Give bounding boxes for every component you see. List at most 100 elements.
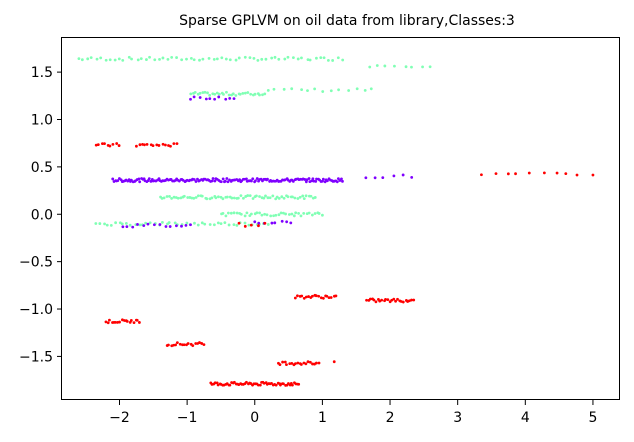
data-point [285,220,289,224]
data-point [282,382,285,386]
data-point [253,220,257,224]
data-point [306,360,310,364]
y-axis: 1.5 1.0 0.5 0.0 −0.5 −1.0 −1.5 [19,65,62,365]
data-point [374,300,378,304]
data-point [275,195,279,199]
data-point [170,56,174,59]
x-tick-label: 1 [318,410,327,426]
data-point [564,172,568,176]
data-point [208,97,212,101]
data-point [285,363,288,367]
data-point [291,56,295,60]
data-point [263,92,267,96]
data-point [310,213,314,217]
data-point [198,91,202,95]
data-point [494,172,498,175]
data-point [386,298,390,302]
data-point [298,195,302,199]
data-point [136,58,140,62]
data-point [269,214,273,218]
data-point [309,194,313,198]
data-point [86,57,90,61]
data-point [180,58,184,62]
x-tick-label: 3 [453,410,462,426]
data-point [192,196,196,200]
data-point [262,196,266,200]
data-point [215,57,219,61]
data-point [175,56,178,59]
data-point [245,211,249,215]
data-point [299,214,303,218]
data-point [249,223,253,227]
data-point [146,222,150,226]
data-point [239,194,243,198]
x-tick-label: −1 [177,410,198,426]
data-point [337,88,340,92]
data-point [335,180,339,184]
data-point [575,173,579,177]
data-point [319,296,323,300]
data-point [175,224,178,228]
data-point [334,294,338,298]
data-point [172,142,176,146]
data-point [130,57,133,61]
data-point [147,177,151,181]
data-point [189,92,193,96]
data-point [225,195,229,199]
data-point [254,179,257,183]
data-point [108,318,111,322]
data-point [410,65,413,69]
data-point [125,225,129,229]
data-point [155,143,159,147]
data-point [310,294,314,298]
data-point [310,179,314,183]
data-point [194,196,198,199]
data-point [277,57,281,61]
data-point [307,177,311,180]
data-point [213,381,217,385]
data-point [364,176,368,180]
data-point [204,97,208,101]
data-point [129,319,133,322]
data-point [246,91,250,94]
data-point [257,224,260,228]
data-point [308,360,312,364]
data-point [203,90,207,94]
data-point [329,296,333,299]
data-point [232,211,236,215]
data-point [94,222,98,225]
data-point [319,56,323,60]
data-point [306,58,310,62]
data-point [211,177,215,180]
data-point [394,299,397,303]
data-point [80,58,84,62]
data-point [223,221,227,225]
data-point [111,142,115,146]
data-point [148,221,152,225]
data-point [186,342,190,345]
data-point [172,343,175,347]
data-point [304,194,308,198]
data-point [228,383,232,387]
data-point [113,320,117,324]
data-point [189,56,193,60]
data-point [307,211,311,215]
data-point [258,93,261,97]
plot-area-frame [61,37,620,400]
data-point [235,211,239,215]
data-point [106,321,110,325]
data-point [175,341,179,345]
data-point [222,92,225,96]
data-point [283,57,287,61]
scatter-points [77,55,595,387]
data-point [208,223,212,226]
data-point [138,180,142,184]
data-point [271,194,275,198]
data-point [308,58,312,62]
data-point [124,222,128,225]
data-point [288,362,292,365]
data-point [412,298,416,302]
y-tick-label: 1.5 [31,65,53,81]
data-point [321,213,324,217]
data-point [300,56,303,60]
